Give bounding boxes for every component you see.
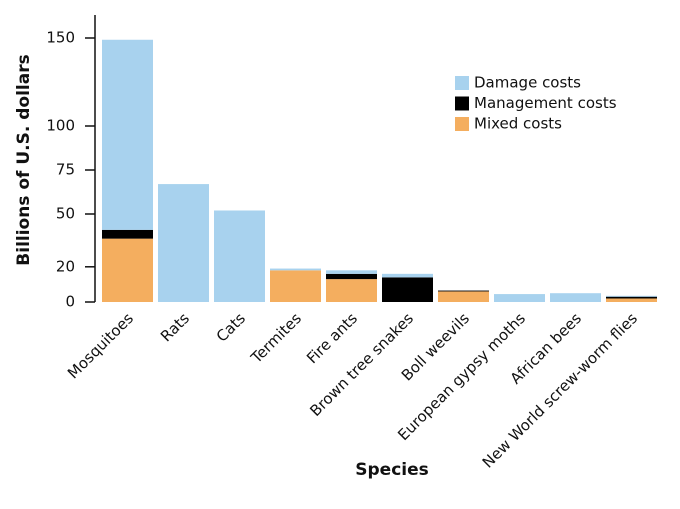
bar-segment [214, 210, 265, 302]
y-tick-label: 150 [46, 29, 75, 47]
bar-segment [158, 184, 209, 302]
x-axis-title: Species [355, 460, 429, 480]
bar-segment [102, 39, 153, 230]
y-tick-label: 20 [56, 257, 75, 275]
bar-segment [382, 273, 433, 278]
x-tick-label: Mosquitoes [64, 309, 137, 382]
y-tick-label: 100 [46, 117, 75, 135]
bar-segment [438, 291, 489, 302]
legend-swatch [455, 117, 469, 131]
bar-segment [550, 293, 601, 302]
bar-segment [326, 270, 377, 274]
x-tick-label: Cats [213, 309, 249, 345]
bar-segment [326, 273, 377, 280]
bar-segment [494, 294, 545, 302]
y-axis-title: Billions of U.S. dollars [14, 54, 34, 265]
legend-label: Mixed costs [474, 115, 562, 133]
bar-segment [270, 268, 321, 271]
bar-segment [438, 290, 489, 292]
bar-segment [606, 296, 657, 299]
legend-label: Damage costs [474, 74, 581, 92]
bar-segment [270, 270, 321, 302]
y-tick-label: 75 [56, 161, 75, 179]
bar-segment [326, 279, 377, 302]
y-tick-label: 0 [65, 293, 75, 311]
x-tick-label: Fire ants [303, 309, 361, 367]
bar-segment [606, 295, 657, 297]
x-tick-label: Brown tree snakes [306, 309, 417, 420]
bar-segment [382, 277, 433, 302]
legend-swatch [455, 96, 469, 111]
x-tick-label: Termites [247, 309, 305, 367]
legend-label: Management costs [474, 94, 617, 112]
x-tick-label: Rats [157, 309, 193, 345]
legend-swatch [455, 76, 469, 90]
y-tick-label: 50 [56, 205, 75, 223]
bar-segment [102, 238, 153, 302]
bar-segment [102, 229, 153, 239]
bar-segment [606, 298, 657, 302]
